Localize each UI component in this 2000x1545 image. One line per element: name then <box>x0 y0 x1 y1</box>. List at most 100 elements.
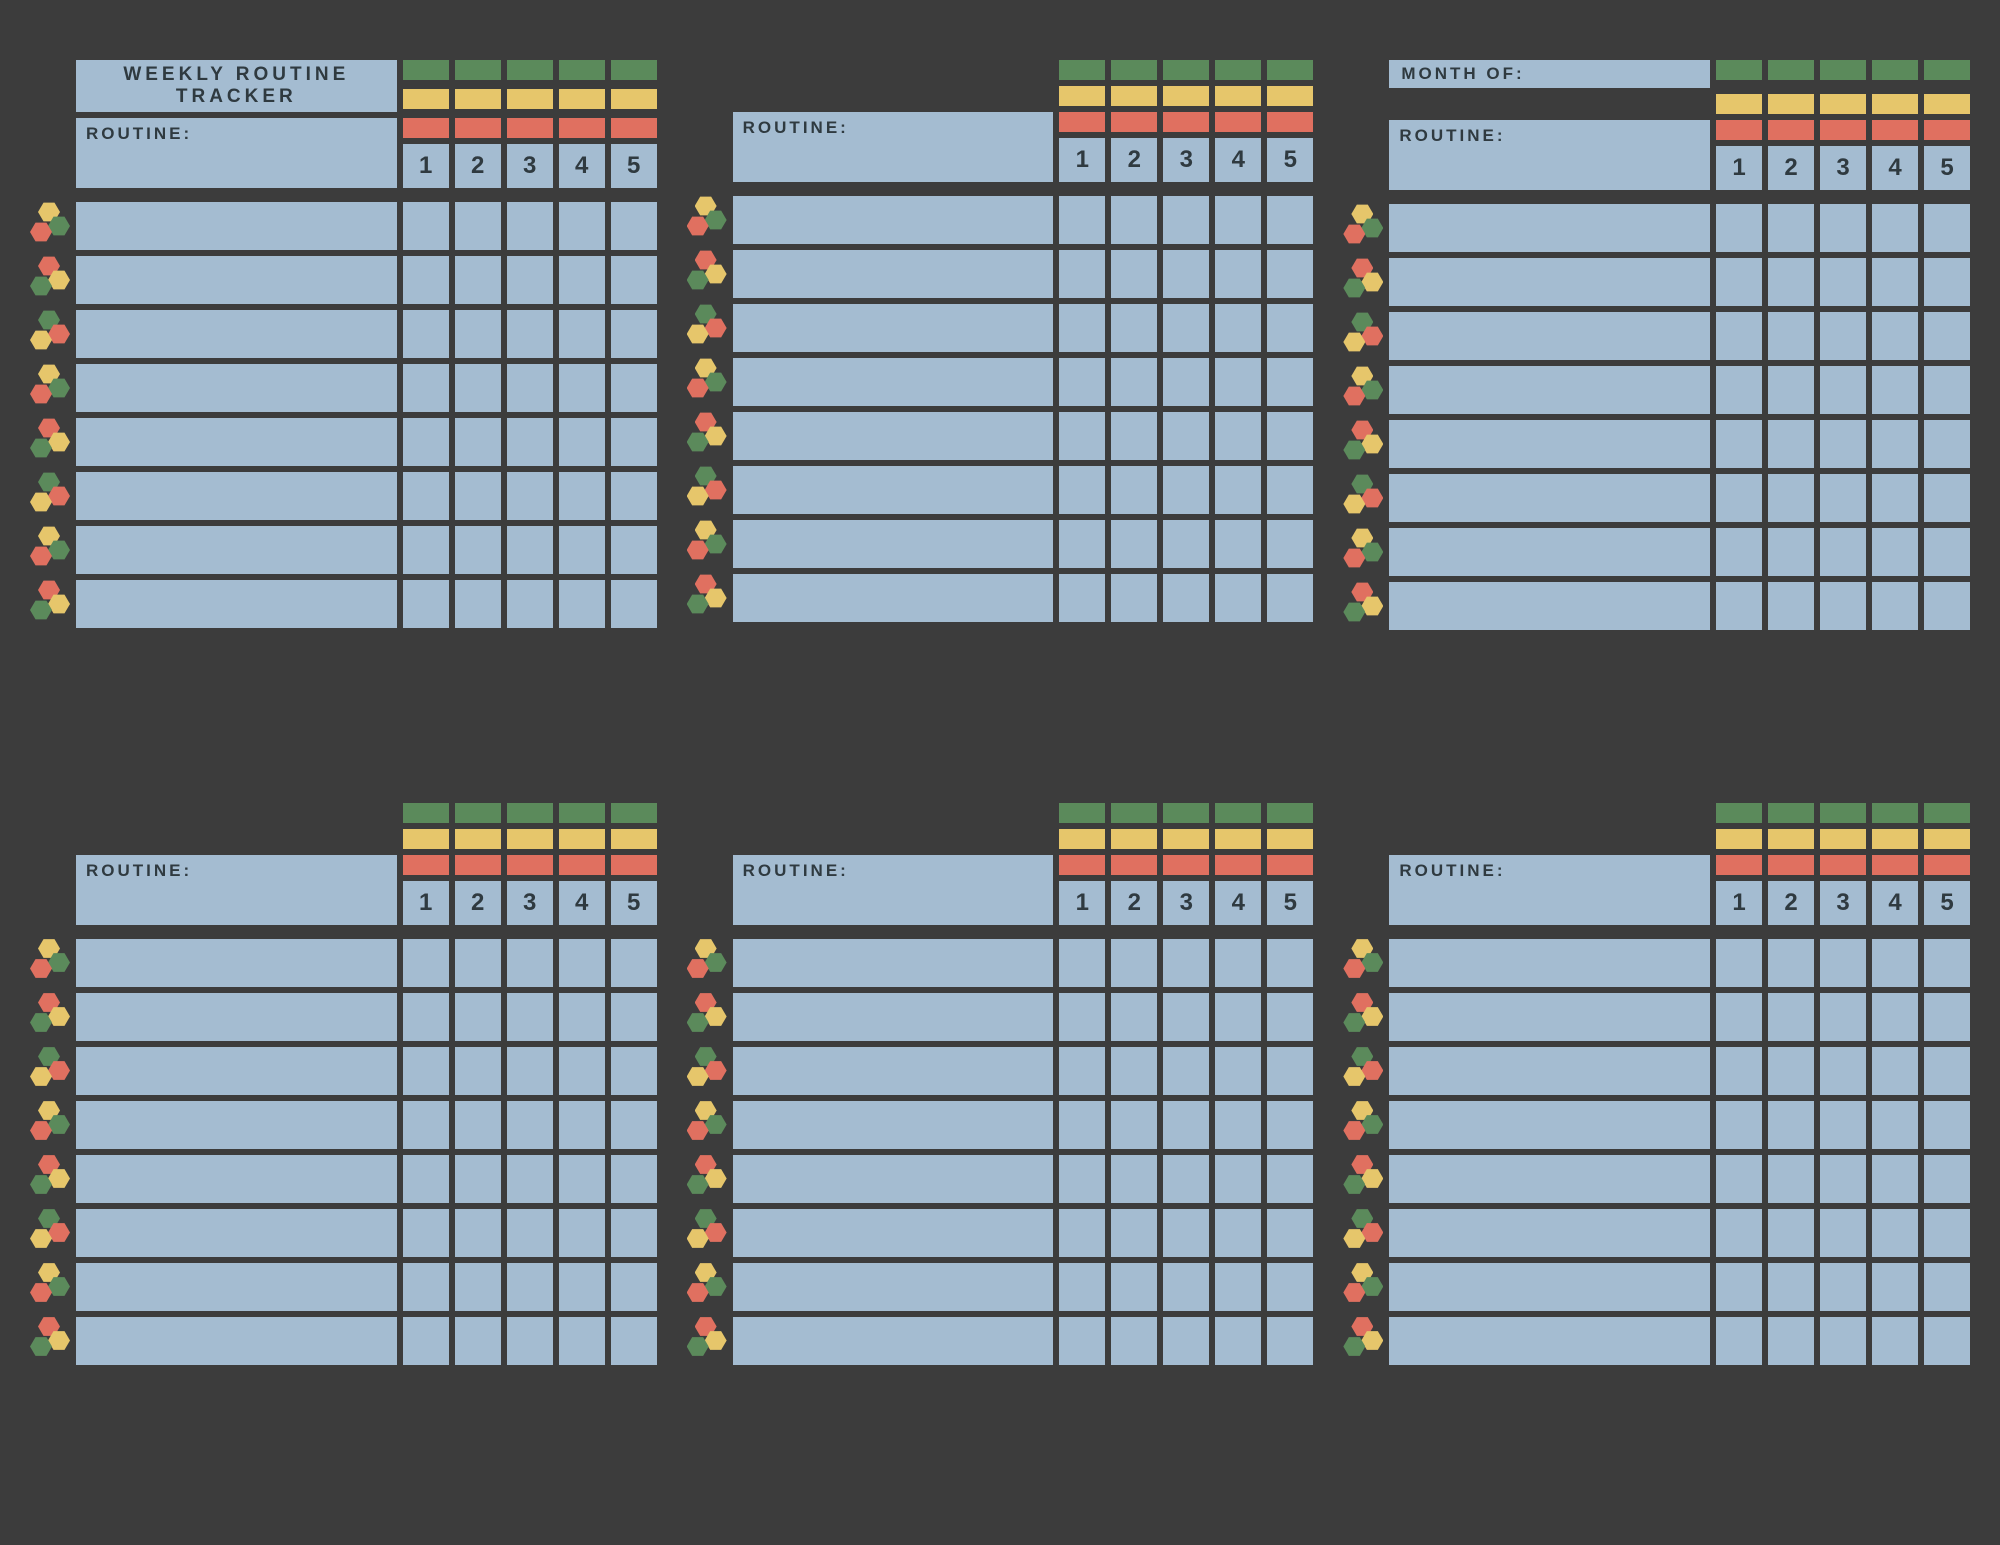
check-cell[interactable] <box>403 472 449 520</box>
check-cell[interactable] <box>1111 412 1157 460</box>
check-cell[interactable] <box>1820 582 1866 630</box>
check-cell[interactable] <box>559 1263 605 1311</box>
check-cell[interactable] <box>455 418 501 466</box>
check-cell[interactable] <box>1716 1317 1762 1365</box>
task-input[interactable] <box>76 310 397 358</box>
check-cell[interactable] <box>1768 204 1814 252</box>
check-cell[interactable] <box>1163 939 1209 987</box>
check-cell[interactable] <box>1215 358 1261 406</box>
check-cell[interactable] <box>1267 520 1313 568</box>
check-cell[interactable] <box>1215 196 1261 244</box>
check-cell[interactable] <box>1768 528 1814 576</box>
check-cell[interactable] <box>455 256 501 304</box>
check-cell[interactable] <box>507 526 553 574</box>
task-input[interactable] <box>76 1263 397 1311</box>
check-cell[interactable] <box>1716 993 1762 1041</box>
check-cell[interactable] <box>1768 993 1814 1041</box>
check-cell[interactable] <box>455 202 501 250</box>
task-input[interactable] <box>1389 1209 1710 1257</box>
check-cell[interactable] <box>455 580 501 628</box>
check-cell[interactable] <box>559 202 605 250</box>
check-cell[interactable] <box>403 1047 449 1095</box>
check-cell[interactable] <box>1215 1101 1261 1149</box>
check-cell[interactable] <box>1059 1101 1105 1149</box>
check-cell[interactable] <box>1267 1101 1313 1149</box>
check-cell[interactable] <box>1820 1317 1866 1365</box>
check-cell[interactable] <box>455 1317 501 1365</box>
check-cell[interactable] <box>1267 1209 1313 1257</box>
check-cell[interactable] <box>559 580 605 628</box>
task-input[interactable] <box>76 1047 397 1095</box>
check-cell[interactable] <box>1059 196 1105 244</box>
check-cell[interactable] <box>1163 304 1209 352</box>
check-cell[interactable] <box>403 939 449 987</box>
task-input[interactable] <box>733 1317 1054 1365</box>
check-cell[interactable] <box>559 256 605 304</box>
check-cell[interactable] <box>611 202 657 250</box>
check-cell[interactable] <box>611 993 657 1041</box>
check-cell[interactable] <box>1111 1047 1157 1095</box>
check-cell[interactable] <box>559 310 605 358</box>
check-cell[interactable] <box>1768 420 1814 468</box>
check-cell[interactable] <box>1768 1263 1814 1311</box>
check-cell[interactable] <box>1820 528 1866 576</box>
check-cell[interactable] <box>1163 993 1209 1041</box>
check-cell[interactable] <box>403 202 449 250</box>
check-cell[interactable] <box>1215 250 1261 298</box>
check-cell[interactable] <box>1924 993 1970 1041</box>
task-input[interactable] <box>1389 1047 1710 1095</box>
check-cell[interactable] <box>1267 574 1313 622</box>
check-cell[interactable] <box>1215 304 1261 352</box>
check-cell[interactable] <box>611 1101 657 1149</box>
check-cell[interactable] <box>1059 1317 1105 1365</box>
check-cell[interactable] <box>1768 474 1814 522</box>
task-input[interactable] <box>1389 312 1710 360</box>
check-cell[interactable] <box>1716 1209 1762 1257</box>
check-cell[interactable] <box>1768 258 1814 306</box>
task-input[interactable] <box>76 472 397 520</box>
check-cell[interactable] <box>1924 1047 1970 1095</box>
check-cell[interactable] <box>1820 474 1866 522</box>
check-cell[interactable] <box>1820 939 1866 987</box>
check-cell[interactable] <box>559 364 605 412</box>
task-input[interactable] <box>733 993 1054 1041</box>
check-cell[interactable] <box>1716 474 1762 522</box>
check-cell[interactable] <box>1267 939 1313 987</box>
task-input[interactable] <box>1389 528 1710 576</box>
check-cell[interactable] <box>507 1101 553 1149</box>
check-cell[interactable] <box>1924 1155 1970 1203</box>
check-cell[interactable] <box>403 1101 449 1149</box>
task-input[interactable] <box>76 202 397 250</box>
check-cell[interactable] <box>1820 993 1866 1041</box>
task-input[interactable] <box>1389 204 1710 252</box>
check-cell[interactable] <box>1111 1209 1157 1257</box>
check-cell[interactable] <box>1924 366 1970 414</box>
check-cell[interactable] <box>611 1317 657 1365</box>
check-cell[interactable] <box>403 364 449 412</box>
check-cell[interactable] <box>455 1209 501 1257</box>
check-cell[interactable] <box>1820 1101 1866 1149</box>
check-cell[interactable] <box>455 1101 501 1149</box>
check-cell[interactable] <box>1716 1263 1762 1311</box>
check-cell[interactable] <box>403 310 449 358</box>
check-cell[interactable] <box>1111 466 1157 514</box>
check-cell[interactable] <box>507 472 553 520</box>
check-cell[interactable] <box>1924 258 1970 306</box>
check-cell[interactable] <box>1163 1101 1209 1149</box>
check-cell[interactable] <box>1820 204 1866 252</box>
check-cell[interactable] <box>1267 304 1313 352</box>
check-cell[interactable] <box>1163 466 1209 514</box>
task-input[interactable] <box>1389 939 1710 987</box>
task-input[interactable] <box>1389 1101 1710 1149</box>
check-cell[interactable] <box>1267 1155 1313 1203</box>
check-cell[interactable] <box>1059 1047 1105 1095</box>
check-cell[interactable] <box>507 1263 553 1311</box>
check-cell[interactable] <box>559 939 605 987</box>
check-cell[interactable] <box>1163 520 1209 568</box>
check-cell[interactable] <box>1267 993 1313 1041</box>
check-cell[interactable] <box>559 1155 605 1203</box>
check-cell[interactable] <box>1872 258 1918 306</box>
task-input[interactable] <box>733 520 1054 568</box>
check-cell[interactable] <box>1059 1263 1105 1311</box>
check-cell[interactable] <box>559 993 605 1041</box>
